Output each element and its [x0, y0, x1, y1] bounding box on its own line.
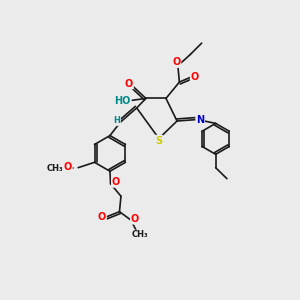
Text: O: O — [112, 177, 120, 187]
Text: S: S — [155, 136, 163, 146]
Text: O: O — [98, 212, 106, 222]
Text: O: O — [131, 214, 139, 224]
Text: O: O — [125, 79, 133, 88]
Text: O: O — [172, 57, 181, 67]
Text: CH₃: CH₃ — [47, 164, 63, 173]
Text: N: N — [196, 115, 204, 124]
Text: CH₃: CH₃ — [132, 230, 148, 239]
Text: HO: HO — [115, 96, 131, 106]
Text: O: O — [191, 72, 199, 82]
Text: O: O — [64, 162, 72, 172]
Text: H: H — [113, 116, 120, 125]
